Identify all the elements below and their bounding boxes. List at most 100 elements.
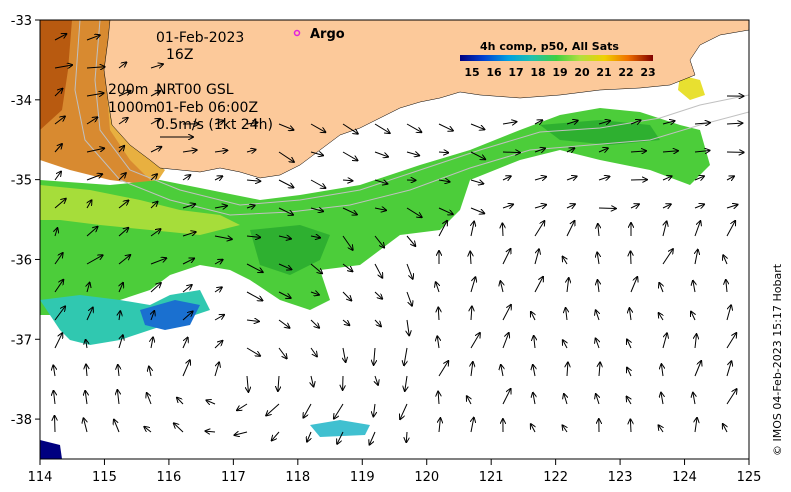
lat-tick-label: -33 <box>11 14 32 29</box>
current-arrow <box>534 148 545 152</box>
current-arrow <box>406 431 407 442</box>
current-arrow <box>566 176 577 180</box>
current-arrow <box>246 123 258 125</box>
current-arrow <box>182 150 197 152</box>
current-arrow <box>237 403 248 410</box>
current-arrow <box>342 319 349 325</box>
sst-blue-patch <box>140 300 200 330</box>
current-arrow <box>150 64 163 68</box>
current-arrow <box>438 221 447 237</box>
current-arrow <box>599 362 600 377</box>
sst-yellow-bits <box>678 75 705 100</box>
current-arrow <box>501 365 503 377</box>
current-arrow <box>370 431 376 445</box>
current-arrow <box>54 144 62 153</box>
contour-200-label: 200m <box>108 82 148 98</box>
current-arrow <box>214 362 219 377</box>
current-arrow <box>86 340 87 349</box>
current-arrow <box>374 123 390 133</box>
current-arrow <box>406 152 419 156</box>
current-arrow <box>246 150 256 152</box>
current-arrow <box>86 227 98 237</box>
current-arrow <box>406 263 413 279</box>
current-arrow <box>310 263 322 273</box>
current-arrow <box>726 176 734 180</box>
sst-green-band <box>40 108 710 315</box>
current-arrow <box>471 222 474 237</box>
current-arrow <box>662 151 678 152</box>
current-arrow <box>85 391 87 405</box>
current-arrow <box>307 431 311 442</box>
current-arrow <box>272 431 280 440</box>
current-arrow <box>630 151 646 152</box>
current-arrow <box>310 152 323 155</box>
plot-frame <box>39 19 750 460</box>
current-arrow <box>118 91 131 97</box>
current-arrow <box>54 34 66 41</box>
sst-lime-band <box>40 185 240 235</box>
current-arrow <box>278 179 294 188</box>
current-arrow <box>566 308 567 321</box>
current-arrow <box>86 174 102 181</box>
current-arrow <box>150 91 160 97</box>
current-arrow <box>661 393 663 405</box>
current-arrow <box>694 361 701 377</box>
current-arrow <box>374 151 388 157</box>
current-arrow <box>342 291 351 301</box>
lat-tick-label: -36 <box>11 253 32 268</box>
current-arrow <box>311 375 314 387</box>
current-arrow <box>87 200 92 209</box>
current-vectors <box>53 34 743 445</box>
current-arrow <box>563 257 567 265</box>
current-arrow <box>343 347 346 362</box>
current-arrow <box>150 202 158 209</box>
legend-tick: 21 <box>596 66 611 79</box>
current-arrow <box>278 151 294 162</box>
current-arrow <box>310 347 317 356</box>
current-arrow <box>630 120 641 124</box>
current-arrow <box>86 117 97 125</box>
current-arrow <box>598 208 616 209</box>
current-arrow <box>436 282 439 293</box>
current-arrow <box>438 123 453 131</box>
current-arrow <box>278 347 287 358</box>
current-arrow <box>566 121 578 124</box>
current-arrow <box>726 305 731 321</box>
argo-marker <box>293 29 301 37</box>
current-arrow <box>54 199 66 209</box>
legend-tick: 19 <box>552 66 567 79</box>
current-arrow <box>596 310 599 321</box>
current-arrow <box>235 432 248 435</box>
current-arrow <box>374 347 375 365</box>
lon-tick-label: 122 <box>543 470 568 485</box>
current-arrow <box>534 205 546 208</box>
current-arrow <box>214 176 222 180</box>
lon-tick-label: 123 <box>608 470 633 485</box>
current-arrow <box>662 333 667 349</box>
current-arrow <box>278 123 294 130</box>
current-arrow <box>438 308 439 321</box>
current-arrow <box>404 347 407 365</box>
current-arrow <box>214 236 232 239</box>
current-arrow <box>246 236 260 237</box>
current-arrow <box>533 365 535 377</box>
current-arrow <box>310 123 325 132</box>
current-arrow <box>214 206 227 208</box>
current-arrow <box>278 291 291 298</box>
credit-label: © IMOS 04-Feb-2023 15:17 Hobart <box>771 263 784 456</box>
current-arrow <box>182 312 193 321</box>
current-arrow <box>534 120 542 124</box>
current-arrow <box>470 252 471 265</box>
lon-tick-label: 114 <box>28 470 53 485</box>
current-arrow <box>119 283 123 293</box>
current-arrow <box>278 207 293 215</box>
current-arrow <box>502 305 511 321</box>
current-arrow <box>278 263 291 269</box>
current-arrow <box>84 418 88 433</box>
current-arrow <box>374 208 386 210</box>
current-arrow <box>246 320 259 321</box>
current-arrow <box>502 249 511 265</box>
current-arrow <box>627 368 631 377</box>
current-arrow <box>438 361 448 377</box>
current-arrow <box>86 308 93 321</box>
